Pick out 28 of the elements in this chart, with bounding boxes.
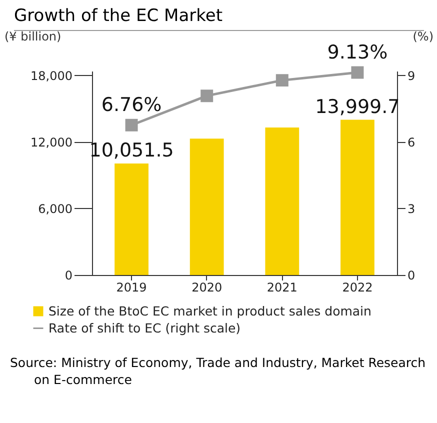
- y2-tick-label: 6: [408, 135, 416, 150]
- point: [276, 74, 288, 87]
- point: [200, 90, 214, 102]
- y-tick-label: 0: [64, 268, 72, 282]
- bar: [340, 120, 374, 275]
- legend-label: Rate of shift to EC (right scale): [48, 320, 241, 336]
- data-label: 6.76%: [101, 94, 162, 116]
- point: [125, 118, 138, 132]
- x-tick-label: 2020: [192, 280, 222, 294]
- y-tick-label: 12,000: [30, 135, 72, 150]
- chart-title: Growth of the EC Market: [14, 6, 424, 31]
- y-tick-label: 18,000: [30, 68, 72, 83]
- y2-tick-label: 3: [408, 202, 416, 216]
- x-tick-label: 2021: [266, 280, 298, 294]
- y2-tick-label: 0: [408, 268, 416, 282]
- data-label: 9.13%: [327, 42, 388, 64]
- bar: [190, 138, 224, 275]
- y2-tick-label: 9: [408, 68, 416, 83]
- x-tick-label: 2019: [116, 280, 147, 294]
- point: [351, 66, 364, 79]
- x-tick-label: 2022: [342, 280, 373, 294]
- y-tick-label: 6,000: [38, 202, 72, 216]
- y2-axis-title: (%): [412, 30, 434, 44]
- bar: [265, 128, 300, 275]
- y-axis-title: (¥ billion): [4, 30, 62, 44]
- legend-label: Size of the BtoC EC market in product sales domain: [48, 303, 372, 318]
- source-note: Source: Ministry of Economy, Trade and Industry, Market Research on E-commerce: [10, 355, 427, 389]
- bar: [114, 164, 148, 275]
